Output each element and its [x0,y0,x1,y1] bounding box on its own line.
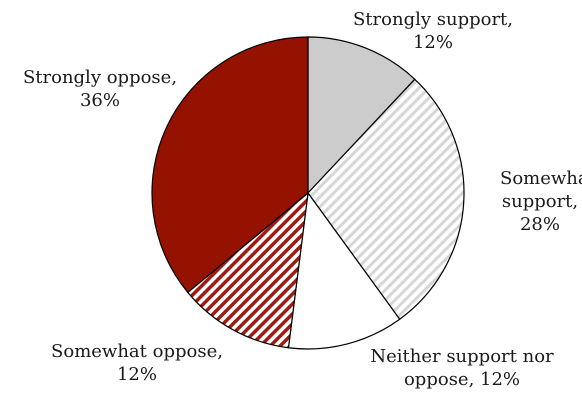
pie-slice-somewhat-oppose [186,191,309,349]
pie-slice-strongly-support [307,36,416,195]
slice-label-line: Neither support nor [370,346,554,367]
pie-slice-strongly-oppose [151,36,309,294]
slice-label-line: Somewhat oppose, [51,341,223,362]
pie-slice-neither-support-nor-oppose [287,191,401,350]
pie-slice-somewhat-support [307,78,465,321]
slice-label-neither-support-nor-oppose: Neither support nor oppose, 12% [356,345,568,391]
slice-label-line: Strongly oppose, [22,67,178,88]
slice-label-line: Strongly support, [352,9,514,30]
slice-label-strongly-support: Strongly support, 12% [338,8,528,54]
slice-label-line: 28% [519,214,560,235]
slice-label-line: oppose, 12% [403,369,521,390]
slice-label-line: 36% [79,90,120,111]
slice-label-strongly-oppose: Strongly oppose, 36% [10,66,190,112]
slice-label-somewhat-oppose: Somewhat oppose, 12% [42,340,232,386]
slice-label-line: support, [501,191,579,212]
slice-label-line: 12% [116,364,157,385]
slice-label-somewhat-support: Somewhatsupport,28% [500,167,582,236]
pie-slices [151,36,465,350]
slice-label-line: 12% [412,32,453,53]
slice-label-line: Somewhat [500,168,582,189]
